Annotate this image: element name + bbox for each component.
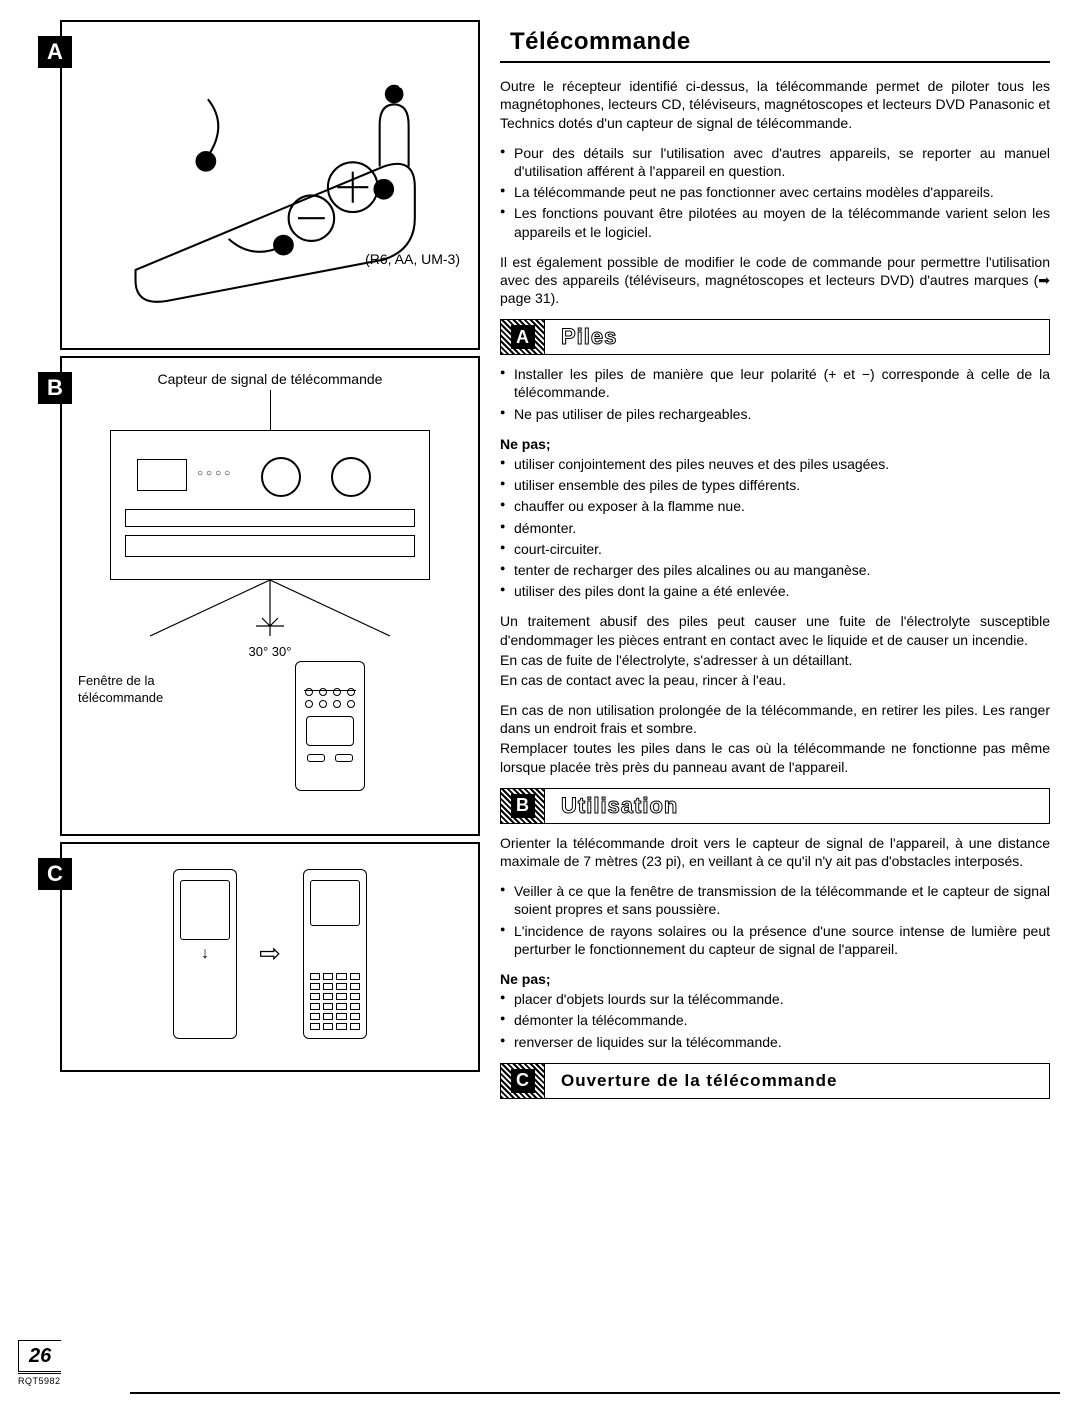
piles-para: En cas de non utilisation prolongée de l… (500, 701, 1050, 737)
angle-values: 30° 30° (72, 644, 468, 661)
figure-b: B Capteur de signal de télécommande ○○○○… (60, 356, 480, 836)
list-item: court-circuiter. (500, 540, 1050, 558)
remote-drawing (295, 661, 365, 791)
list-item: Veiller à ce que la fenêtre de transmiss… (500, 882, 1050, 918)
intro-bullet: Pour des détails sur l'utilisation avec … (500, 144, 1050, 180)
remote-closed-drawing: ↓ (173, 869, 237, 1039)
footer-rule (130, 1392, 1060, 1394)
figure-b-caption: Capteur de signal de télécommande (72, 370, 468, 388)
list-item: L'incidence de rayons solaires ou la pré… (500, 922, 1050, 958)
figure-c-tag: C (38, 858, 72, 890)
section-badge-c: C (501, 1064, 545, 1098)
utilisation-bullets: Veiller à ce que la fenêtre de transmiss… (500, 882, 1050, 958)
figure-a-tag: A (38, 36, 72, 68)
list-item: renverser de liquides sur la télécommand… (500, 1033, 1050, 1051)
battery-type-label: (R6, AA, UM-3) (365, 250, 460, 268)
doc-code: RQT5982 (18, 1373, 61, 1388)
list-item: Ne pas utiliser de piles rechargeables. (500, 405, 1050, 423)
list-item: utiliser des piles dont la gaine a été e… (500, 582, 1050, 600)
list-item: placer d'objets lourds sur la télécomman… (500, 990, 1050, 1008)
piles-nepas-bullets: utiliser conjointement des piles neuves … (500, 455, 1050, 600)
piles-para: En cas de fuite de l'électrolyte, s'adre… (500, 651, 1050, 669)
sensor-pointer-line (270, 390, 271, 430)
list-item: démonter la télécommande. (500, 1011, 1050, 1029)
piles-para: En cas de contact avec la peau, rincer à… (500, 671, 1050, 689)
angle-lines (110, 580, 430, 640)
nepas-heading: Ne pas; (500, 435, 1050, 453)
nepas-heading-b: Ne pas; (500, 970, 1050, 988)
page-number: 26 (18, 1340, 61, 1372)
piles-para: Un traitement abusif des piles peut caus… (500, 612, 1050, 648)
list-item: tenter de recharger des piles alcalines … (500, 561, 1050, 579)
figure-a-drawing: 3 (72, 32, 468, 332)
svg-text:3: 3 (398, 77, 405, 91)
section-ouverture-title: Ouverture de la télécommande (545, 1070, 837, 1092)
piles-para: Remplacer toutes les piles dans le cas o… (500, 739, 1050, 775)
list-item: utiliser conjointement des piles neuves … (500, 455, 1050, 473)
figures-column: A 3 (R6, (60, 20, 480, 1109)
section-badge-a: A (501, 320, 545, 354)
section-utilisation-header: B Utilisation (500, 788, 1050, 824)
intro-paragraph: Outre le récepteur identifié ci-dessus, … (500, 77, 1050, 132)
intro-bullet: La télécommande peut ne pas fonctionner … (500, 183, 1050, 201)
intro-bullets: Pour des détails sur l'utilisation avec … (500, 144, 1050, 241)
figure-b-tag: B (38, 372, 72, 404)
receiver-drawing: ○○○○ (110, 430, 430, 580)
utilisation-para: Orienter la télécommande droit vers le c… (500, 834, 1050, 870)
utilisation-nepas-bullets: placer d'objets lourds sur la télécomman… (500, 990, 1050, 1051)
section-utilisation-title: Utilisation (545, 792, 678, 821)
remote-open-drawing (303, 869, 367, 1039)
list-item: chauffer ou exposer à la flamme nue. (500, 497, 1050, 515)
arrow-icon: ⇨ (259, 937, 281, 971)
list-item: Installer les piles de manière que leur … (500, 365, 1050, 401)
section-ouverture-header: C Ouverture de la télécommande (500, 1063, 1050, 1099)
piles-bullets-1: Installer les piles de manière que leur … (500, 365, 1050, 423)
page-title: Télécommande (500, 26, 1050, 63)
section-piles-header: A Piles (500, 319, 1050, 355)
remote-window-label: Fenêtre de la télécommande (72, 661, 182, 707)
text-column: Télécommande Outre le récepteur identifi… (500, 20, 1050, 1109)
section-badge-b: B (501, 789, 545, 823)
figure-c: C ↓ ⇨ (60, 842, 480, 1072)
intro-paragraph-2: Il est également possible de modifier le… (500, 253, 1050, 308)
page-footer: 26 RQT5982 (18, 1343, 61, 1388)
figure-a: A 3 (R6, (60, 20, 480, 350)
intro-bullet: Les fonctions pouvant être pilotées au m… (500, 204, 1050, 240)
section-piles-title: Piles (545, 323, 617, 352)
list-item: utiliser ensemble des piles de types dif… (500, 476, 1050, 494)
list-item: démonter. (500, 519, 1050, 537)
